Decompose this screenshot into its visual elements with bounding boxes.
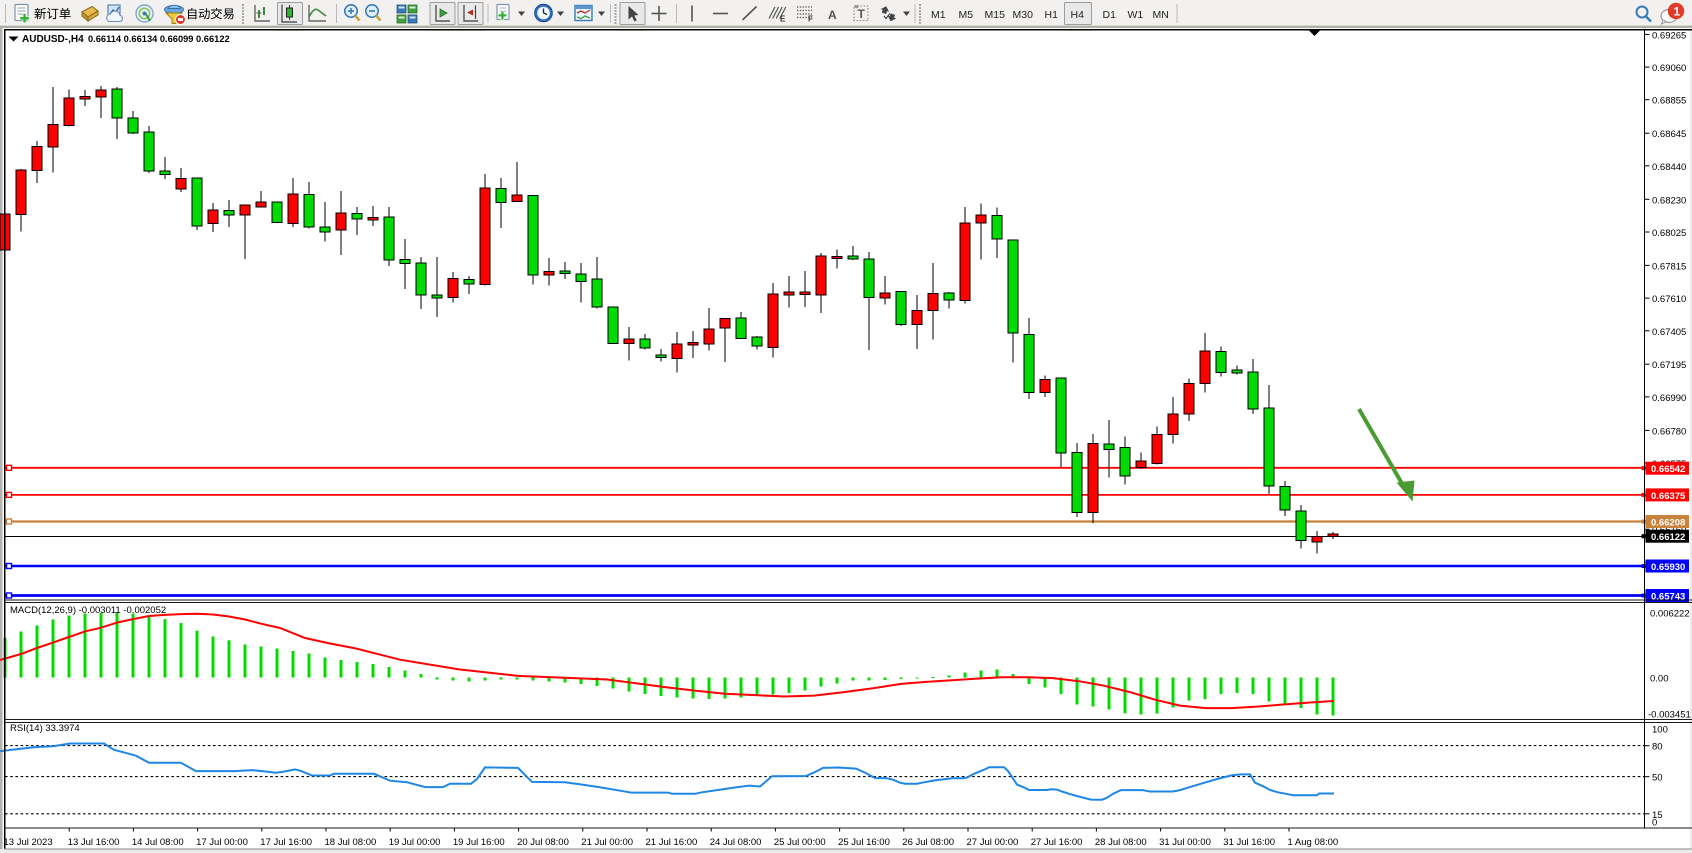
svg-text:80: 80: [1652, 742, 1663, 753]
svg-text:0.67405: 0.67405: [1652, 327, 1686, 338]
svg-text:100: 100: [1652, 725, 1668, 736]
svg-text:AUDUSD-,H4: AUDUSD-,H4: [22, 34, 84, 45]
svg-text:M30: M30: [1013, 9, 1034, 21]
svg-text:0.66990: 0.66990: [1652, 393, 1686, 404]
svg-text:W1: W1: [1128, 9, 1144, 21]
svg-text:13 Jul 16:00: 13 Jul 16:00: [68, 837, 120, 848]
svg-text:50: 50: [1652, 773, 1663, 784]
svg-text:19 Jul 00:00: 19 Jul 00:00: [389, 837, 441, 848]
svg-text:0.006222: 0.006222: [1650, 609, 1690, 620]
svg-text:M1: M1: [931, 9, 946, 21]
svg-text:F: F: [808, 15, 813, 24]
svg-text:H1: H1: [1045, 9, 1059, 21]
svg-text:0.66542: 0.66542: [1651, 464, 1685, 475]
svg-text:27 Jul 16:00: 27 Jul 16:00: [1031, 837, 1083, 848]
svg-text:21 Jul 16:00: 21 Jul 16:00: [646, 837, 698, 848]
svg-text:E: E: [780, 15, 786, 24]
svg-text:0.67610: 0.67610: [1652, 294, 1686, 305]
svg-text:0.65743: 0.65743: [1651, 592, 1685, 603]
svg-text:15: 15: [1652, 810, 1663, 821]
svg-text:21 Jul 00:00: 21 Jul 00:00: [581, 837, 633, 848]
svg-text:31 Jul 16:00: 31 Jul 16:00: [1223, 837, 1275, 848]
svg-text:MN: MN: [1153, 9, 1169, 21]
svg-text:31 Jul 00:00: 31 Jul 00:00: [1159, 837, 1211, 848]
svg-text:0.67195: 0.67195: [1652, 360, 1686, 371]
svg-text:0.69265: 0.69265: [1652, 30, 1686, 41]
svg-text:20 Jul 08:00: 20 Jul 08:00: [517, 837, 569, 848]
svg-text:0.68230: 0.68230: [1652, 195, 1686, 206]
svg-text:0: 0: [1652, 818, 1657, 829]
svg-text:0.68025: 0.68025: [1652, 228, 1686, 239]
svg-text:MACD(12,26,9) -0.003011 -0.002: MACD(12,26,9) -0.003011 -0.002052: [10, 605, 166, 616]
svg-text:19 Jul 16:00: 19 Jul 16:00: [453, 837, 505, 848]
svg-text:25 Jul 00:00: 25 Jul 00:00: [774, 837, 826, 848]
svg-text:0.69060: 0.69060: [1652, 63, 1686, 74]
svg-text:14 Jul 08:00: 14 Jul 08:00: [132, 837, 184, 848]
svg-text:M15: M15: [985, 9, 1006, 21]
svg-text:T: T: [858, 7, 866, 21]
svg-text:1 Aug 08:00: 1 Aug 08:00: [1288, 837, 1339, 848]
svg-text:D1: D1: [1103, 9, 1117, 21]
svg-text:17 Jul 16:00: 17 Jul 16:00: [260, 837, 312, 848]
svg-text:0.68440: 0.68440: [1652, 162, 1686, 173]
svg-text:17 Jul 00:00: 17 Jul 00:00: [196, 837, 248, 848]
svg-text:0.66114 0.66134 0.66099 0.6612: 0.66114 0.66134 0.66099 0.66122: [88, 34, 230, 44]
svg-text:0.66375: 0.66375: [1651, 491, 1686, 502]
svg-text:1: 1: [1674, 5, 1681, 19]
svg-text:24 Jul 08:00: 24 Jul 08:00: [710, 837, 762, 848]
svg-text:0.66208: 0.66208: [1651, 518, 1685, 529]
svg-text:RSI(14) 33.3974: RSI(14) 33.3974: [10, 723, 80, 734]
svg-text:27 Jul 00:00: 27 Jul 00:00: [967, 837, 1019, 848]
svg-text:13 Jul 2023: 13 Jul 2023: [4, 837, 53, 848]
svg-text:0.68855: 0.68855: [1652, 96, 1686, 107]
svg-text:28 Jul 08:00: 28 Jul 08:00: [1095, 837, 1147, 848]
svg-text:M5: M5: [959, 9, 974, 21]
svg-text:25 Jul 16:00: 25 Jul 16:00: [838, 837, 890, 848]
svg-text:26 Jul 08:00: 26 Jul 08:00: [902, 837, 954, 848]
svg-text:0.66122: 0.66122: [1651, 532, 1685, 543]
svg-text:0.67815: 0.67815: [1652, 261, 1686, 272]
svg-text:-0.003451: -0.003451: [1648, 709, 1691, 720]
svg-text:18 Jul 08:00: 18 Jul 08:00: [325, 837, 377, 848]
svg-text:A: A: [828, 8, 837, 22]
svg-text:H4: H4: [1071, 9, 1085, 21]
svg-text:0.65930: 0.65930: [1651, 562, 1685, 573]
svg-text:0.00: 0.00: [1650, 674, 1669, 685]
svg-text:0.68645: 0.68645: [1652, 129, 1686, 140]
svg-text:0.66780: 0.66780: [1652, 426, 1686, 437]
